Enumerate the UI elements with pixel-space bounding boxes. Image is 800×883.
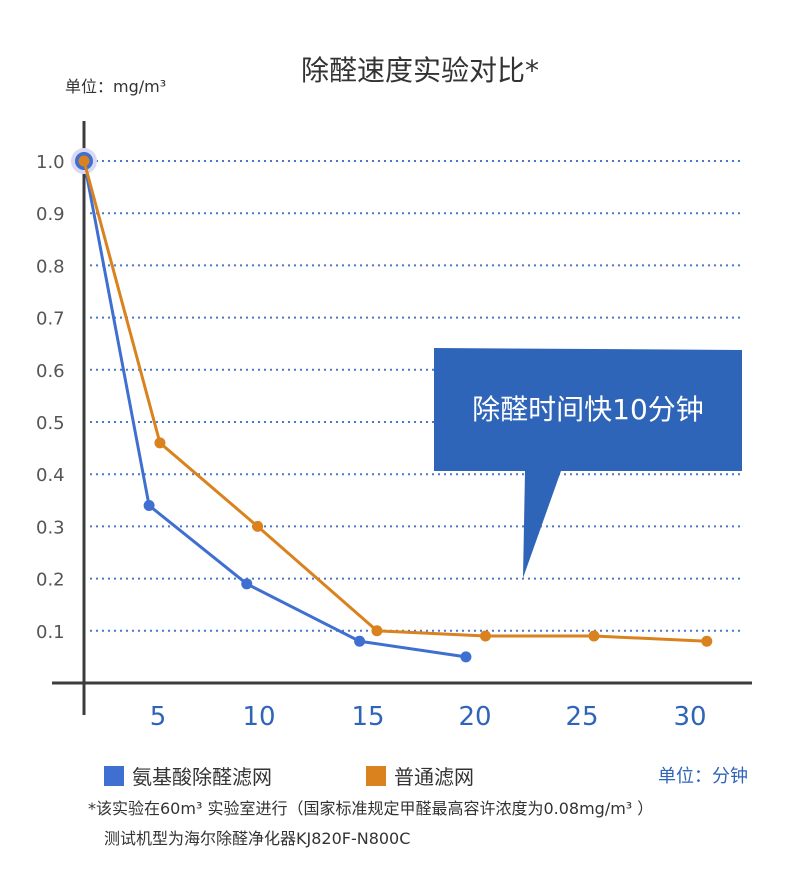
y-tick-label: 0.7: [36, 309, 65, 330]
data-point-normal-filter: [371, 625, 383, 637]
legend: 氨基酸除醛滤网 普通滤网: [104, 765, 474, 789]
callout: 除醛时间快10分钟: [434, 348, 742, 578]
y-tick-label: 0.4: [36, 465, 65, 486]
legend-label-normal-filter: 普通滤网: [394, 765, 474, 789]
legend-label-amino-filter: 氨基酸除醛滤网: [132, 765, 272, 789]
x-tick-label: 5: [150, 702, 167, 732]
legend-swatch-amino-filter: [104, 766, 124, 786]
y-tick-label: 0.8: [36, 256, 65, 277]
callout-box: [434, 348, 742, 578]
y-ticks: 1.0 0.9 0.8 0.7 0.6 0.5 0.4 0.3 0.2 0.1: [36, 152, 65, 643]
data-point-normal-filter: [479, 630, 491, 642]
series-layer: [71, 148, 713, 663]
data-point-amino-filter: [143, 500, 155, 512]
x-tick-label: 25: [565, 702, 598, 732]
data-point-normal-filter: [252, 520, 264, 532]
y-tick-label: 0.2: [36, 570, 65, 591]
axes: [52, 121, 752, 715]
x-tick-label: 15: [351, 702, 384, 732]
x-tick-label: 30: [673, 702, 706, 732]
footnote-line-1: *该实验在60m³ 实验室进行（国家标准规定甲醛最高容许浓度为0.08mg/m³…: [88, 799, 653, 818]
data-point-amino-filter: [241, 578, 253, 590]
x-tick-label: 20: [458, 702, 491, 732]
data-point-normal-filter: [588, 630, 600, 642]
data-point-normal-filter: [154, 437, 166, 449]
x-tick-label: 10: [242, 702, 275, 732]
data-point-amino-filter: [460, 651, 472, 663]
y-unit-label: 单位：mg/m³: [65, 77, 166, 96]
x-ticks: 5 10 15 20 25 30: [150, 702, 707, 732]
y-tick-label: 0.9: [36, 204, 65, 225]
callout-text: 除醛时间快10分钟: [472, 393, 704, 426]
footnote-line-2: 测试机型为海尔除醛净化器KJ820F-N800C: [104, 829, 410, 848]
x-unit-label: 单位：分钟: [658, 766, 748, 787]
data-point-amino-filter: [354, 635, 366, 647]
legend-swatch-normal-filter: [366, 766, 386, 786]
y-tick-label: 0.5: [36, 413, 65, 434]
series-line-amino-filter: [82, 160, 467, 659]
y-tick-label: 0.1: [36, 622, 65, 643]
y-tick-label: 0.6: [36, 361, 65, 382]
y-tick-label: 0.3: [36, 517, 65, 538]
data-point-normal-filter: [78, 155, 90, 167]
chart-title: 除醛速度实验对比*: [301, 54, 539, 87]
y-tick-label: 1.0: [36, 152, 65, 173]
data-point-normal-filter: [701, 635, 713, 647]
